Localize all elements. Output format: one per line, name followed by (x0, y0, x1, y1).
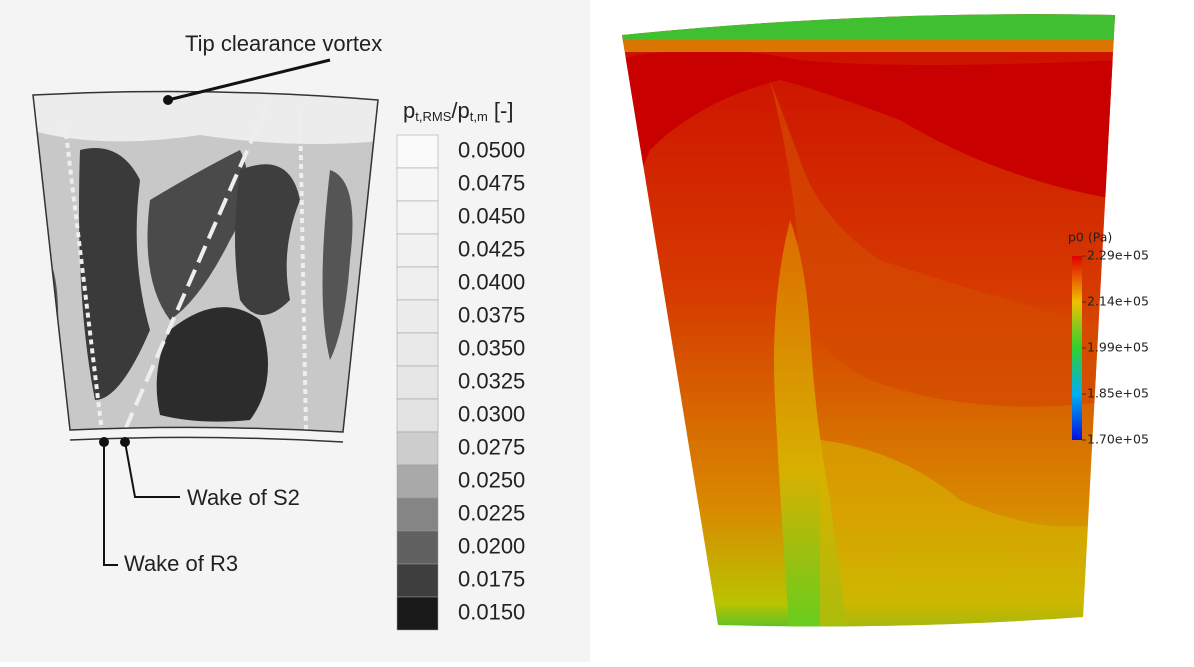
right-colorbar: p0 (Pa) 2.29e+05 2.14e+05 1.99e+05 1.85e+05… (1068, 230, 1149, 447)
colorbar-label: 0.0150 (458, 599, 525, 624)
colorbar-swatch (396, 563, 439, 598)
colorbar-title: pt,RMS/pt,m [-] (403, 98, 513, 125)
left-colorbar: 0.0500 0.0475 0.0450 0.0425 0.0400 0.0375 0.03… (396, 134, 525, 631)
colorbar-swatch (396, 464, 439, 499)
colorbar-label: 0.0300 (458, 401, 525, 426)
colorbar-label: 1.85e+05 (1087, 386, 1149, 401)
right-contour (622, 14, 1115, 627)
annotation: Wake of S2 (187, 485, 300, 510)
colorbar-swatch (396, 233, 439, 268)
colorbar-title: p0 (Pa) (1068, 230, 1112, 245)
colorbar-label: 0.0450 (458, 203, 525, 228)
colorbar-label: 0.0225 (458, 500, 525, 525)
colorbar-label: 0.0250 (458, 467, 525, 492)
colorbar-label: 2.14e+05 (1087, 294, 1149, 309)
colorbar-label: 0.0200 (458, 533, 525, 558)
colorbar-swatch (396, 266, 439, 301)
colorbar-label: 0.0175 (458, 566, 525, 591)
annotation: Tip clearance vortex (185, 31, 382, 56)
colorbar-label: 1.70e+05 (1087, 432, 1149, 447)
colorbar-swatch (396, 299, 439, 334)
colorbar-swatch (396, 134, 439, 169)
colorbar-swatch (396, 497, 439, 532)
colorbar-label: 2.29e+05 (1087, 248, 1149, 263)
colorbar-label: 1.99e+05 (1087, 340, 1149, 355)
colorbar-swatch (396, 530, 439, 565)
left-contour (33, 91, 378, 432)
colorbar-swatch (396, 200, 439, 235)
colorbar-label: 0.0425 (458, 236, 525, 261)
colorbar-label: 0.0275 (458, 434, 525, 459)
colorbar-swatch (396, 167, 439, 202)
annotation: Wake of R3 (124, 551, 238, 576)
colorbar-swatch (396, 332, 439, 367)
colorbar-label: 0.0325 (458, 368, 525, 393)
colorbar-label: 0.0350 (458, 335, 525, 360)
colorbar-swatch (396, 398, 439, 433)
colorbar-label: 0.0500 (458, 137, 525, 162)
colorbar-label: 0.0375 (458, 302, 525, 327)
colorbar-swatch (396, 365, 439, 400)
colorbar-swatch (396, 596, 439, 631)
colorbar-label: 0.0475 (458, 170, 525, 195)
colorbar-swatch (396, 431, 439, 466)
colorbar-label: 0.0400 (458, 269, 525, 294)
